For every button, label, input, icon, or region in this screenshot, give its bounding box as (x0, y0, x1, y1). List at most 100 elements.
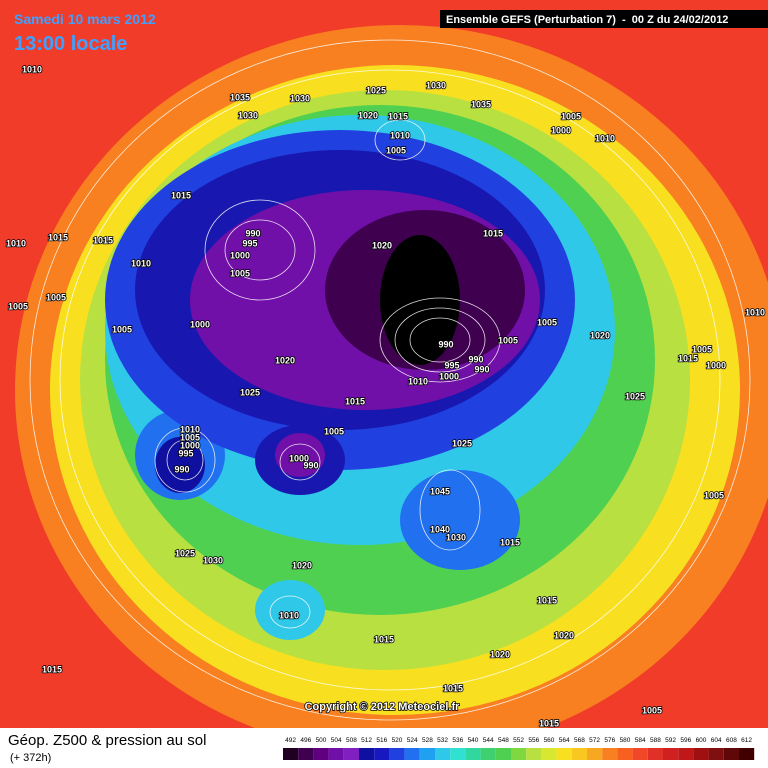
scale-box (343, 748, 359, 760)
isobar-label: 1000 (190, 319, 210, 329)
scale-label: 612 (741, 737, 752, 744)
isobar-label: 1000 (551, 125, 571, 135)
isobar-label: 1020 (372, 240, 392, 250)
color-scale: 492 496 500 504 508 512 516 520 524 528 532 536 540 5… (283, 737, 755, 760)
copyright: Copyright © 2012 Meteociel.fr (305, 701, 461, 713)
scale-box (404, 748, 420, 760)
isobar-label: 990 (438, 339, 453, 349)
isobar-label: 990 (468, 354, 483, 364)
scale-label: 492 (285, 737, 296, 744)
isobar-label: 1015 (388, 111, 408, 121)
scale-box (283, 748, 299, 760)
isobar-label: 1000 (439, 371, 459, 381)
scale-box (495, 748, 511, 760)
isobar-label: 1015 (483, 228, 503, 238)
scale-label: 504 (331, 737, 342, 744)
isobar-label: 1030 (290, 93, 310, 103)
isobar-label: 1020 (358, 110, 378, 120)
isobar-label: 1025 (625, 391, 645, 401)
isobar-label: 990 (303, 460, 318, 470)
isobar-label: 1040 (430, 524, 450, 534)
isobar-label: 1045 (430, 486, 450, 496)
scale-label: 528 (422, 737, 433, 744)
isobar-label: 1010 (22, 64, 42, 74)
isobar-label: 1025 (240, 387, 260, 397)
scale-box (511, 748, 527, 760)
scale-box (723, 748, 739, 760)
isobar-label: 1015 (500, 537, 520, 547)
isobar-label: 1005 (537, 317, 557, 327)
scale-box (739, 748, 755, 760)
scale-label: 560 (544, 737, 555, 744)
isobar-label: 1010 (408, 376, 428, 386)
scale-box (419, 748, 435, 760)
scale-label: 524 (407, 737, 418, 744)
isobar-label: 1005 (642, 705, 662, 715)
isobar-label: 1015 (539, 718, 559, 728)
scale-label: 596 (680, 737, 691, 744)
isobar-label: 1010 (180, 424, 200, 434)
scale-label: 608 (726, 737, 737, 744)
scale-label: 568 (574, 737, 585, 744)
scale-box (298, 748, 314, 760)
scale-label: 536 (452, 737, 463, 744)
isobar-label: 990 (174, 464, 189, 474)
isobar-label: 1015 (93, 235, 113, 245)
isobar-label: 1015 (345, 396, 365, 406)
scale-box (526, 748, 542, 760)
isobar-label: 1005 (8, 301, 28, 311)
scale-box (374, 748, 390, 760)
isobar-label: 1020 (554, 630, 574, 640)
scale-label: 516 (376, 737, 387, 744)
scale-label: 584 (635, 737, 646, 744)
isobar-label: 1010 (745, 307, 765, 317)
isobar-label: 1010 (390, 130, 410, 140)
scale-label: 544 (483, 737, 494, 744)
scale-box (541, 748, 557, 760)
isobar-label: 1015 (443, 683, 463, 693)
isobar-label: 1000 (289, 453, 309, 463)
scale-box (708, 748, 724, 760)
isobar-label: 1030 (238, 110, 258, 120)
scale-box (602, 748, 618, 760)
scale-label: 576 (604, 737, 615, 744)
isobar-label: 1005 (46, 292, 66, 302)
isobar-label: 1025 (366, 85, 386, 95)
isobar-label: 1015 (171, 190, 191, 200)
isobar-label: 1015 (374, 634, 394, 644)
isobar-label: 1005 (230, 268, 250, 278)
scale-box (647, 748, 663, 760)
date: Samedi 10 mars 2012 (14, 11, 156, 27)
isobar-label: 1005 (692, 344, 712, 354)
isobar-label: 995 (444, 360, 459, 370)
isobar-label: 1005 (180, 432, 200, 442)
isobar-label: 1000 (180, 440, 200, 450)
isobar-label: 1030 (446, 532, 466, 542)
scale-box (663, 748, 679, 760)
isobar-label: 990 (245, 228, 260, 238)
isobar-label: 1030 (426, 80, 446, 90)
scale-box (617, 748, 633, 760)
isobar-label: 1030 (203, 555, 223, 565)
isobar-label: 1005 (112, 324, 132, 334)
scale-label: 512 (361, 737, 372, 744)
scale-label: 588 (650, 737, 661, 744)
scale-box (678, 748, 694, 760)
scale-box (313, 748, 329, 760)
isobar-label: 1005 (704, 490, 724, 500)
scale-box (632, 748, 648, 760)
isobar-label: 1005 (386, 145, 406, 155)
isobar-label: 1035 (471, 99, 491, 109)
scale-label: 572 (589, 737, 600, 744)
isobar-label: 1010 (6, 238, 26, 248)
scale-box (435, 748, 451, 760)
scale-label: 580 (620, 737, 631, 744)
scale-box (693, 748, 709, 760)
isobar-label: 1025 (175, 548, 195, 558)
scale-box (465, 748, 481, 760)
isobar-label: 1000 (706, 360, 726, 370)
